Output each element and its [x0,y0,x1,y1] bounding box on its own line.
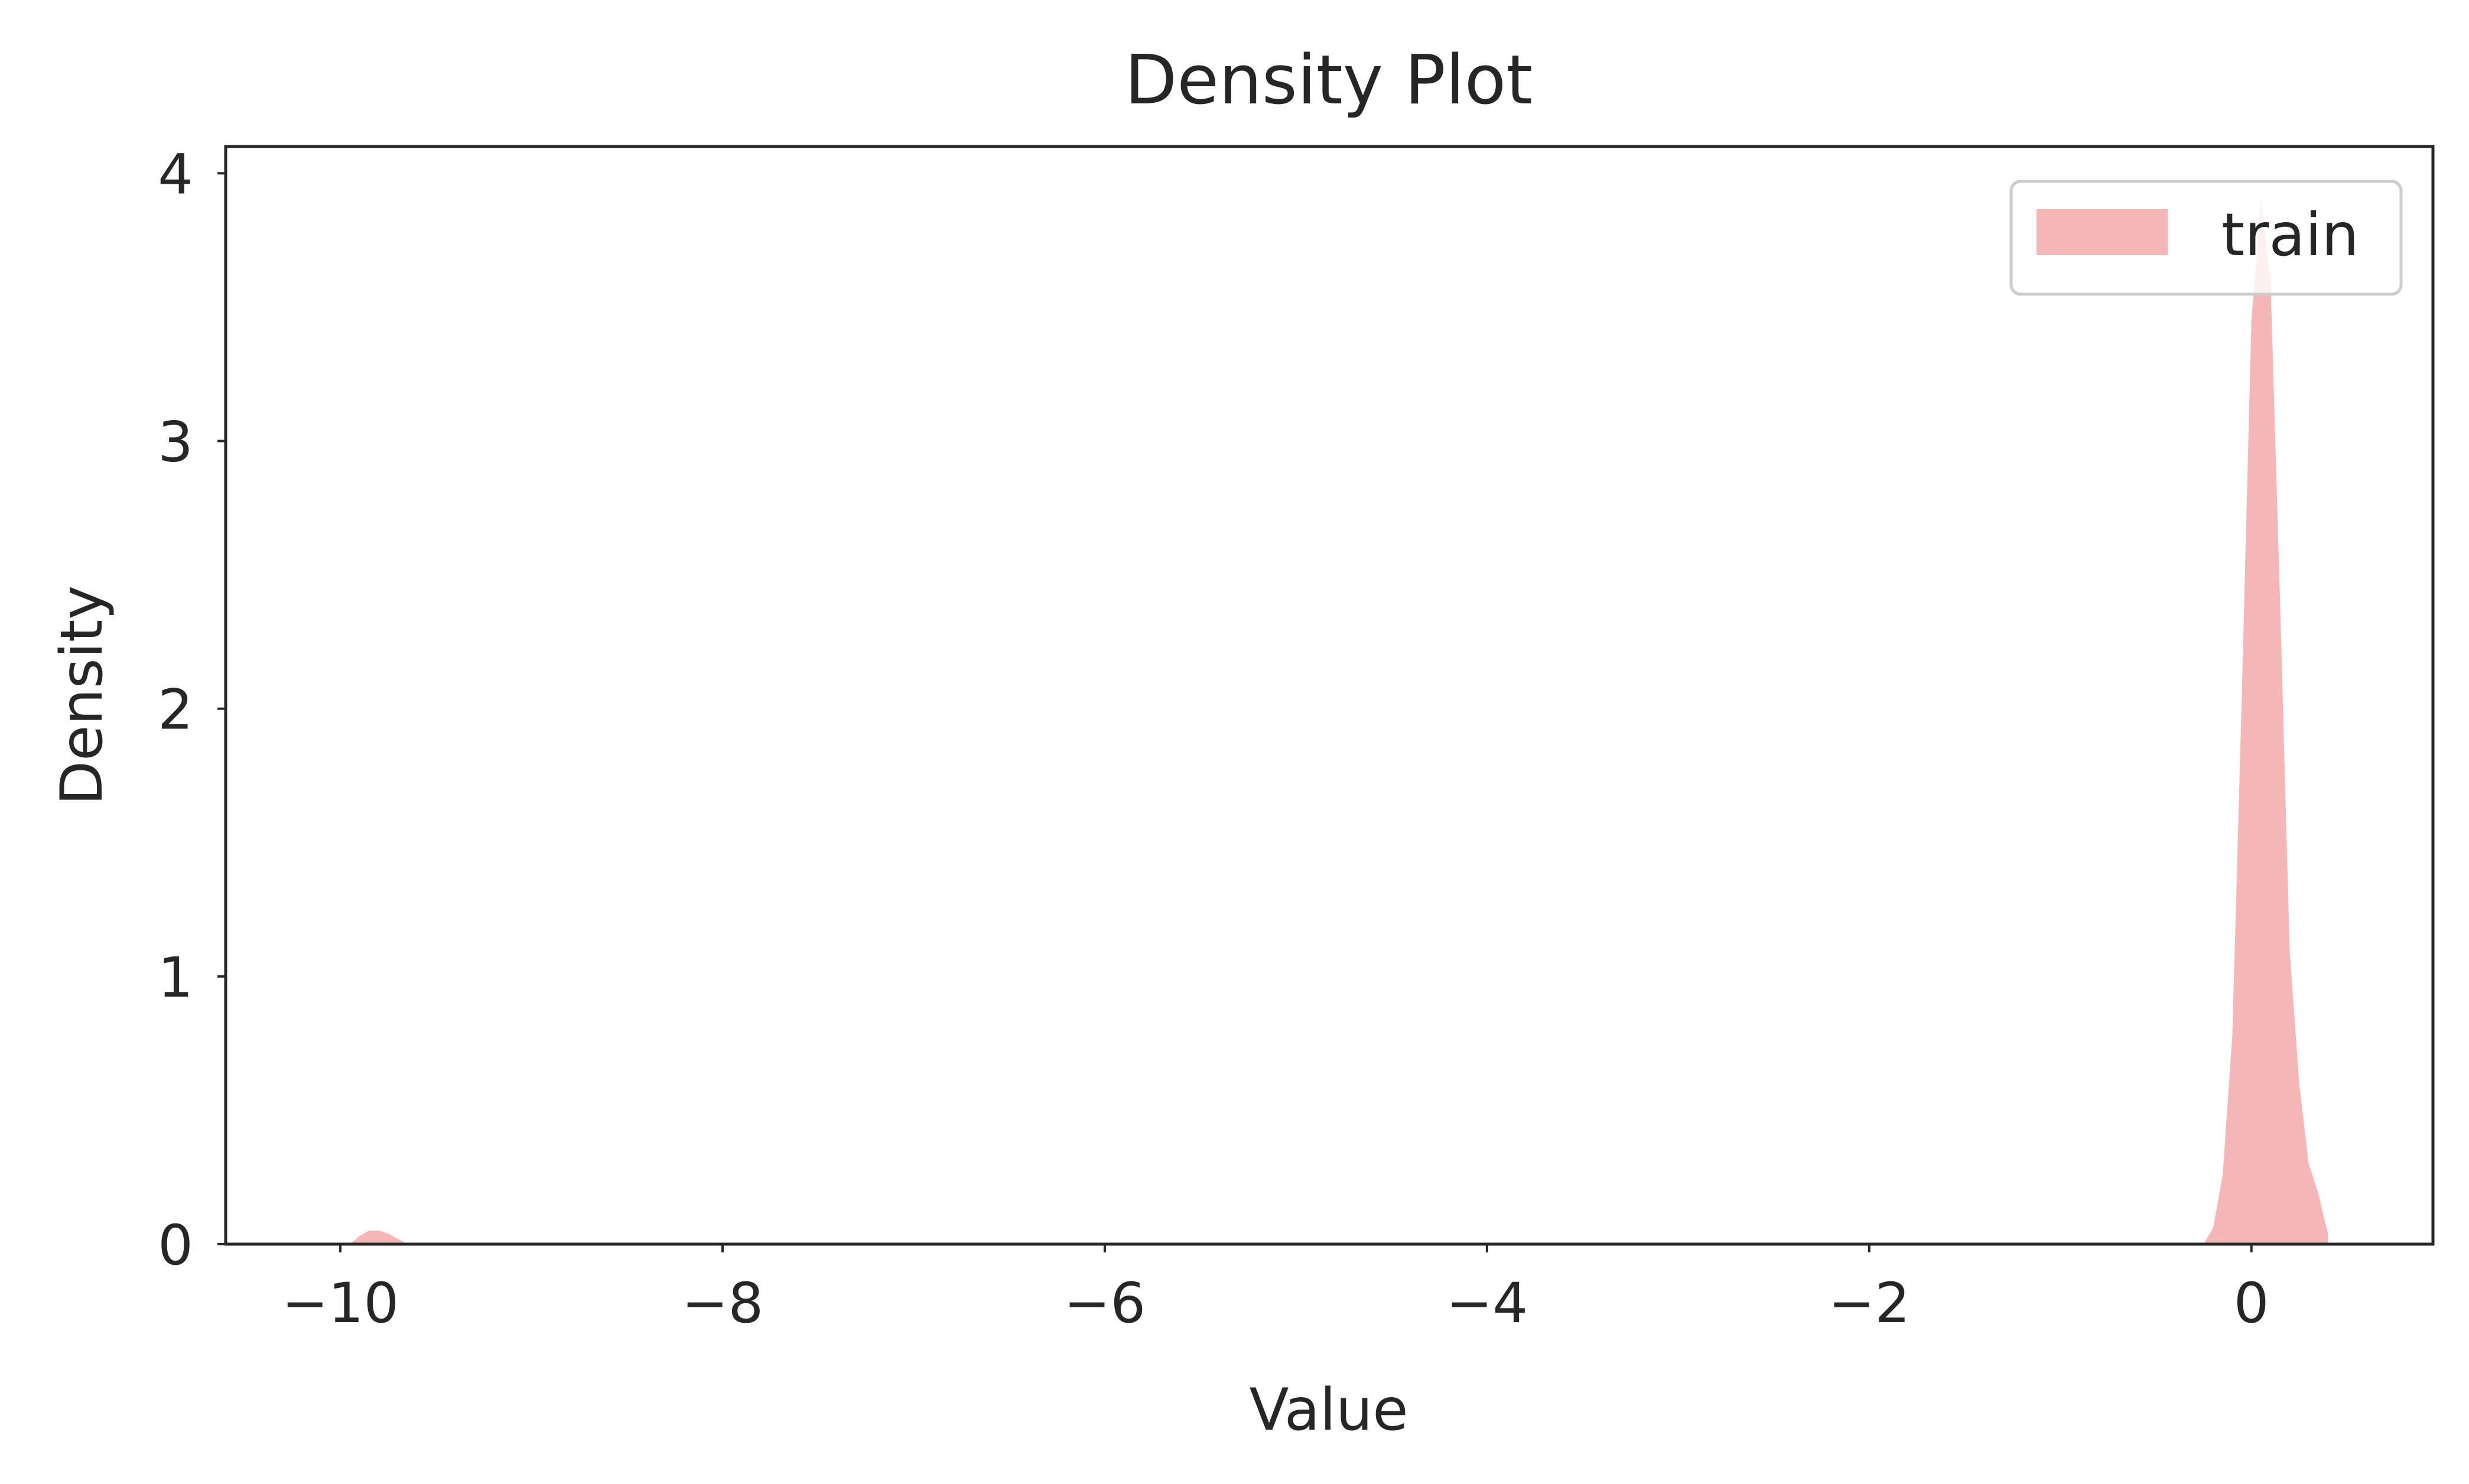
plot-frame [224,145,2435,1246]
y-tick-label: 0 [158,1213,193,1278]
y-tick-label: 1 [158,946,193,1010]
chart-title: Density Plot [1125,41,1533,120]
y-tick-label: 2 [158,678,193,743]
x-tick-label: 0 [2234,1271,2269,1336]
legend-label-train: train [2221,200,2359,269]
x-tick-label: −2 [1828,1271,1910,1336]
x-tick-label: −10 [282,1271,399,1336]
x-axis-ticks: −10 −8 −6 −4 −2 0 [282,1244,2269,1336]
y-tick-label: 3 [158,410,193,474]
y-tick-label: 4 [158,142,193,207]
x-tick-label: −4 [1446,1271,1528,1336]
y-axis-ticks: 0 1 2 3 4 [158,142,226,1278]
y-axis-label: Density [48,585,116,806]
density-area-train-2 [2203,200,2328,1245]
x-tick-label: −6 [1064,1271,1146,1336]
x-tick-label: −8 [682,1271,764,1336]
legend: train [2009,180,2403,296]
density-area-train-1 [350,1231,408,1244]
x-axis-label: Value [1249,1376,1408,1444]
plot-area [350,200,2328,1245]
legend-swatch-train [2037,209,2168,255]
